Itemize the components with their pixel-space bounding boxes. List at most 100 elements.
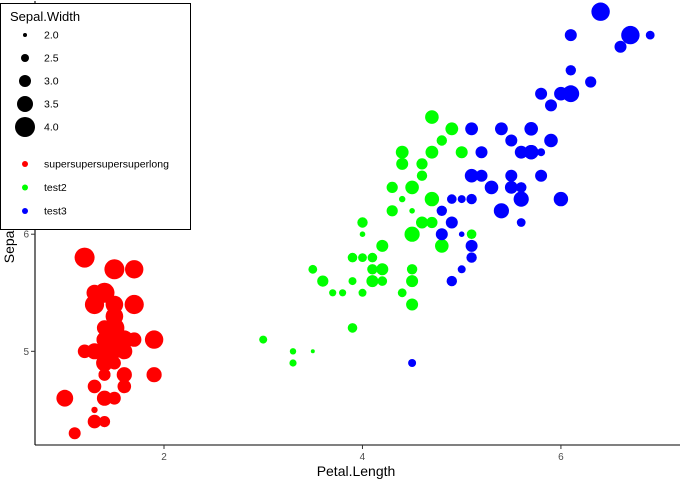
size-legend-label: 4.0 <box>44 122 59 134</box>
point-series-2 <box>376 239 389 252</box>
point-series-2 <box>310 349 315 354</box>
point-series-2 <box>376 263 388 275</box>
size-legend: 2.0 2.5 3.0 3.5 4.0 <box>15 30 59 137</box>
y-tick-label: 6 <box>23 230 29 241</box>
point-series-3 <box>465 239 478 252</box>
point-series-1 <box>98 368 111 381</box>
point-series-3 <box>504 181 518 194</box>
point-series-2 <box>339 289 347 297</box>
point-series-3 <box>535 87 548 100</box>
point-series-3 <box>493 203 509 219</box>
point-series-2 <box>308 264 318 274</box>
point-series-1 <box>86 343 103 360</box>
point-series-2 <box>289 348 297 355</box>
point-series-3 <box>585 76 597 88</box>
point-series-3 <box>535 169 548 182</box>
point-series-3 <box>447 194 457 204</box>
point-series-1 <box>68 427 81 440</box>
point-series-2 <box>395 145 409 159</box>
size-legend-label: 2.0 <box>44 30 59 42</box>
color-legend-label: test3 <box>44 206 67 218</box>
point-series-1 <box>87 414 102 429</box>
point-series-1 <box>115 330 134 349</box>
point-series-2 <box>386 205 398 217</box>
point-series-2 <box>357 217 368 228</box>
point-series-1 <box>104 259 125 280</box>
point-series-2 <box>366 275 379 288</box>
point-series-1 <box>86 284 103 301</box>
point-series-2 <box>397 288 407 298</box>
point-series-2 <box>416 158 428 170</box>
point-series-3 <box>475 146 488 159</box>
x-axis-ticks: 2 4 6 <box>161 445 564 463</box>
point-series-1 <box>97 391 112 406</box>
point-series-1 <box>74 247 95 268</box>
point-series-1 <box>105 307 124 326</box>
legend-box <box>0 3 191 230</box>
point-series-3 <box>457 195 466 204</box>
point-series-2 <box>259 335 268 344</box>
point-series-1 <box>96 354 113 372</box>
point-series-3 <box>553 191 569 207</box>
point-series-1 <box>87 379 102 394</box>
point-series-1 <box>117 379 132 394</box>
point-series-3 <box>445 216 458 229</box>
point-series-3 <box>562 85 580 103</box>
point-series-2 <box>329 289 337 297</box>
point-series-3 <box>466 193 477 205</box>
point-series-3 <box>524 145 539 160</box>
size-legend-key <box>19 75 31 87</box>
point-series-3 <box>625 29 636 41</box>
x-tick-label: 4 <box>360 452 366 463</box>
color-legend-key <box>22 161 28 167</box>
x-tick-label: 2 <box>161 452 167 463</box>
point-series-2 <box>348 277 357 286</box>
point-series-2 <box>425 110 439 124</box>
point-series-2 <box>404 226 420 242</box>
point-series-3 <box>435 228 448 241</box>
point-series-2 <box>396 157 409 170</box>
point-series-2 <box>409 208 415 214</box>
x-tick-label: 6 <box>558 452 564 463</box>
point-series-1 <box>146 367 162 383</box>
point-series-2 <box>317 275 329 287</box>
point-series-2 <box>347 323 358 333</box>
point-series-2 <box>466 229 477 239</box>
color-legend-label: supersupersupersuperlong <box>44 159 169 171</box>
size-legend-label: 3.0 <box>44 76 59 88</box>
point-series-2 <box>358 253 367 262</box>
point-series-2 <box>425 145 439 159</box>
point-series-2 <box>386 181 398 193</box>
point-series-2 <box>426 217 438 228</box>
point-series-3 <box>484 180 499 195</box>
point-series-2 <box>359 231 366 237</box>
point-series-3 <box>505 169 518 182</box>
size-legend-key <box>23 33 27 37</box>
point-series-2 <box>405 180 419 195</box>
size-legend-key <box>15 117 35 137</box>
point-series-1 <box>117 368 131 382</box>
point-series-1 <box>91 406 98 414</box>
point-series-2 <box>445 122 459 136</box>
size-legend-key <box>17 96 33 112</box>
point-series-3 <box>516 218 526 227</box>
point-series-3 <box>465 122 478 136</box>
point-series-3 <box>408 359 417 367</box>
point-series-3 <box>458 231 465 237</box>
point-series-1 <box>56 389 74 407</box>
point-series-3 <box>457 265 466 274</box>
point-series-3 <box>645 30 655 40</box>
color-legend-key <box>22 208 28 214</box>
y-tick-label: 5 <box>23 347 29 358</box>
point-series-3 <box>545 99 557 112</box>
point-series-3 <box>495 122 508 136</box>
point-series-3 <box>475 169 488 182</box>
point-series-2 <box>406 298 419 311</box>
point-series-3 <box>565 65 576 76</box>
point-series-2 <box>455 146 468 159</box>
point-series-3 <box>544 133 558 148</box>
point-series-2 <box>358 288 367 297</box>
point-series-2 <box>436 135 447 146</box>
point-series-3 <box>524 122 538 136</box>
size-legend-label: 3.5 <box>44 99 59 111</box>
